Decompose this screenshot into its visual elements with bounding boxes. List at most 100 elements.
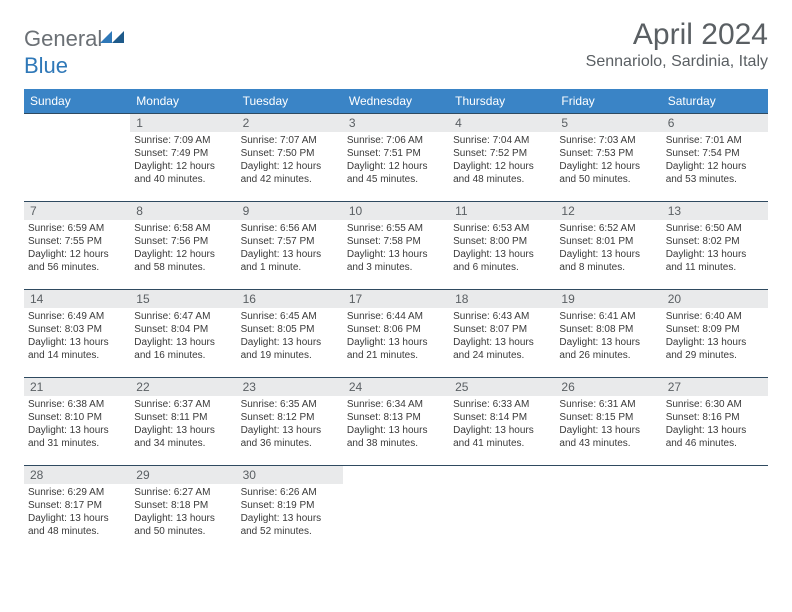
day-details: Sunrise: 6:50 AMSunset: 8:02 PMDaylight:… [662, 220, 768, 278]
day-number: 22 [130, 378, 236, 396]
day-details: Sunrise: 6:45 AMSunset: 8:05 PMDaylight:… [237, 308, 343, 366]
sunrise-text: Sunrise: 7:06 AM [347, 134, 445, 147]
weekday-header: Saturday [662, 89, 768, 114]
calendar-day-cell: 30Sunrise: 6:26 AMSunset: 8:19 PMDayligh… [237, 466, 343, 554]
sunrise-text: Sunrise: 6:31 AM [559, 398, 657, 411]
day-number: 1 [130, 114, 236, 132]
sunrise-text: Sunrise: 6:38 AM [28, 398, 126, 411]
sunset-text: Sunset: 8:04 PM [134, 323, 232, 336]
calendar-day-cell: 27Sunrise: 6:30 AMSunset: 8:16 PMDayligh… [662, 378, 768, 466]
day-number: 4 [449, 114, 555, 132]
calendar-week-row: 1Sunrise: 7:09 AMSunset: 7:49 PMDaylight… [24, 114, 768, 202]
day-number: 5 [555, 114, 661, 132]
day-details: Sunrise: 7:06 AMSunset: 7:51 PMDaylight:… [343, 132, 449, 190]
daylight-text: Daylight: 13 hours and 43 minutes. [559, 424, 657, 450]
day-details: Sunrise: 7:09 AMSunset: 7:49 PMDaylight:… [130, 132, 236, 190]
day-details: Sunrise: 6:58 AMSunset: 7:56 PMDaylight:… [130, 220, 236, 278]
daylight-text: Daylight: 13 hours and 24 minutes. [453, 336, 551, 362]
title-block: April 2024 Sennariolo, Sardinia, Italy [586, 18, 768, 71]
day-details: Sunrise: 6:35 AMSunset: 8:12 PMDaylight:… [237, 396, 343, 454]
sunrise-text: Sunrise: 6:41 AM [559, 310, 657, 323]
weekday-header: Wednesday [343, 89, 449, 114]
sunset-text: Sunset: 7:49 PM [134, 147, 232, 160]
daylight-text: Daylight: 13 hours and 50 minutes. [134, 512, 232, 538]
day-details: Sunrise: 6:43 AMSunset: 8:07 PMDaylight:… [449, 308, 555, 366]
calendar-day-cell: 5Sunrise: 7:03 AMSunset: 7:53 PMDaylight… [555, 114, 661, 202]
calendar-day-cell: 19Sunrise: 6:41 AMSunset: 8:08 PMDayligh… [555, 290, 661, 378]
daylight-text: Daylight: 13 hours and 26 minutes. [559, 336, 657, 362]
day-details: Sunrise: 6:40 AMSunset: 8:09 PMDaylight:… [662, 308, 768, 366]
calendar-day-cell [449, 466, 555, 554]
sunrise-text: Sunrise: 7:09 AM [134, 134, 232, 147]
daylight-text: Daylight: 12 hours and 53 minutes. [666, 160, 764, 186]
sunset-text: Sunset: 7:51 PM [347, 147, 445, 160]
day-number: 3 [343, 114, 449, 132]
day-number: 29 [130, 466, 236, 484]
sunset-text: Sunset: 8:05 PM [241, 323, 339, 336]
sunrise-text: Sunrise: 6:37 AM [134, 398, 232, 411]
sunrise-text: Sunrise: 6:45 AM [241, 310, 339, 323]
sunset-text: Sunset: 8:01 PM [559, 235, 657, 248]
sunrise-text: Sunrise: 7:03 AM [559, 134, 657, 147]
sunrise-text: Sunrise: 7:01 AM [666, 134, 764, 147]
calendar-day-cell: 7Sunrise: 6:59 AMSunset: 7:55 PMDaylight… [24, 202, 130, 290]
daylight-text: Daylight: 13 hours and 52 minutes. [241, 512, 339, 538]
calendar-day-cell: 25Sunrise: 6:33 AMSunset: 8:14 PMDayligh… [449, 378, 555, 466]
daylight-text: Daylight: 13 hours and 46 minutes. [666, 424, 764, 450]
day-number: 27 [662, 378, 768, 396]
day-details: Sunrise: 6:27 AMSunset: 8:18 PMDaylight:… [130, 484, 236, 542]
sunset-text: Sunset: 8:02 PM [666, 235, 764, 248]
sunset-text: Sunset: 8:17 PM [28, 499, 126, 512]
calendar-day-cell: 12Sunrise: 6:52 AMSunset: 8:01 PMDayligh… [555, 202, 661, 290]
daylight-text: Daylight: 13 hours and 21 minutes. [347, 336, 445, 362]
calendar-day-cell: 28Sunrise: 6:29 AMSunset: 8:17 PMDayligh… [24, 466, 130, 554]
day-details: Sunrise: 6:44 AMSunset: 8:06 PMDaylight:… [343, 308, 449, 366]
daylight-text: Daylight: 13 hours and 3 minutes. [347, 248, 445, 274]
sunset-text: Sunset: 7:58 PM [347, 235, 445, 248]
day-details: Sunrise: 6:33 AMSunset: 8:14 PMDaylight:… [449, 396, 555, 454]
calendar-page: GeneralBlue April 2024 Sennariolo, Sardi… [0, 0, 792, 564]
sunset-text: Sunset: 8:08 PM [559, 323, 657, 336]
sunset-text: Sunset: 7:50 PM [241, 147, 339, 160]
calendar-day-cell: 24Sunrise: 6:34 AMSunset: 8:13 PMDayligh… [343, 378, 449, 466]
daylight-text: Daylight: 12 hours and 48 minutes. [453, 160, 551, 186]
day-number: 15 [130, 290, 236, 308]
sunset-text: Sunset: 8:07 PM [453, 323, 551, 336]
day-details: Sunrise: 6:29 AMSunset: 8:17 PMDaylight:… [24, 484, 130, 542]
sunrise-text: Sunrise: 6:49 AM [28, 310, 126, 323]
page-header: GeneralBlue April 2024 Sennariolo, Sardi… [24, 18, 768, 79]
calendar-day-cell: 15Sunrise: 6:47 AMSunset: 8:04 PMDayligh… [130, 290, 236, 378]
calendar-day-cell: 17Sunrise: 6:44 AMSunset: 8:06 PMDayligh… [343, 290, 449, 378]
sunset-text: Sunset: 7:54 PM [666, 147, 764, 160]
day-number: 23 [237, 378, 343, 396]
day-number: 25 [449, 378, 555, 396]
sunset-text: Sunset: 8:11 PM [134, 411, 232, 424]
calendar-week-row: 14Sunrise: 6:49 AMSunset: 8:03 PMDayligh… [24, 290, 768, 378]
sunrise-text: Sunrise: 7:04 AM [453, 134, 551, 147]
sunset-text: Sunset: 8:13 PM [347, 411, 445, 424]
calendar-day-cell [24, 114, 130, 202]
day-details: Sunrise: 7:04 AMSunset: 7:52 PMDaylight:… [449, 132, 555, 190]
weekday-header: Thursday [449, 89, 555, 114]
day-details: Sunrise: 6:49 AMSunset: 8:03 PMDaylight:… [24, 308, 130, 366]
calendar-day-cell: 2Sunrise: 7:07 AMSunset: 7:50 PMDaylight… [237, 114, 343, 202]
daylight-text: Daylight: 12 hours and 40 minutes. [134, 160, 232, 186]
weekday-header: Monday [130, 89, 236, 114]
daylight-text: Daylight: 12 hours and 50 minutes. [559, 160, 657, 186]
day-details: Sunrise: 6:31 AMSunset: 8:15 PMDaylight:… [555, 396, 661, 454]
calendar-day-cell [555, 466, 661, 554]
sunrise-text: Sunrise: 7:07 AM [241, 134, 339, 147]
day-number: 24 [343, 378, 449, 396]
calendar-day-cell: 22Sunrise: 6:37 AMSunset: 8:11 PMDayligh… [130, 378, 236, 466]
sunrise-text: Sunrise: 6:55 AM [347, 222, 445, 235]
day-details: Sunrise: 6:30 AMSunset: 8:16 PMDaylight:… [662, 396, 768, 454]
day-number: 7 [24, 202, 130, 220]
day-details: Sunrise: 7:01 AMSunset: 7:54 PMDaylight:… [662, 132, 768, 190]
day-details: Sunrise: 7:07 AMSunset: 7:50 PMDaylight:… [237, 132, 343, 190]
daylight-text: Daylight: 13 hours and 36 minutes. [241, 424, 339, 450]
sunrise-text: Sunrise: 6:34 AM [347, 398, 445, 411]
weekday-header: Tuesday [237, 89, 343, 114]
daylight-text: Daylight: 13 hours and 16 minutes. [134, 336, 232, 362]
sunrise-text: Sunrise: 6:53 AM [453, 222, 551, 235]
daylight-text: Daylight: 13 hours and 11 minutes. [666, 248, 764, 274]
